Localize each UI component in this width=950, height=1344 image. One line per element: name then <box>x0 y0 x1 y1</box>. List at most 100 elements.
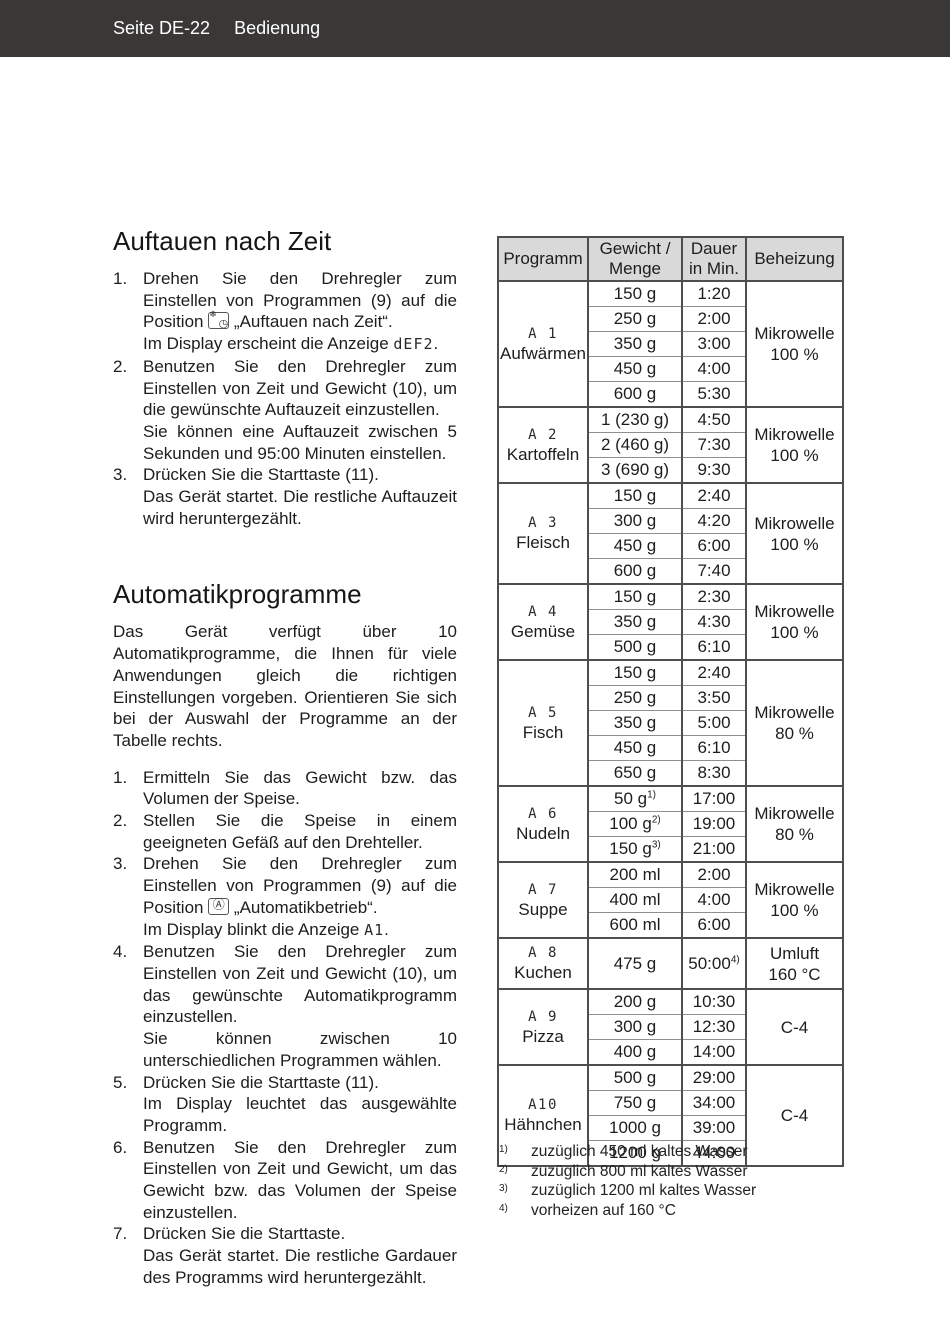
heating-cell: Mikrowelle 100 % <box>745 281 843 408</box>
heating-cell: Mikrowelle 100 % <box>745 584 843 661</box>
column-header-line: Dauer <box>690 239 738 258</box>
chapter-label: Bedienung <box>234 18 321 38</box>
program-cell: A 5 Fisch <box>498 660 589 787</box>
footnote-marker: 2) <box>499 1163 508 1175</box>
weight-cell: 1000 g <box>588 1115 682 1141</box>
program-cell: A 4 Gemüse <box>498 584 589 661</box>
text-run: Drehen Sie den Drehregler zum Einstellen… <box>143 269 457 332</box>
text-run: Das Gerät startet. Die restliche Gardaue… <box>143 1246 457 1287</box>
list-item-text: Ermitteln Sie das Gewicht bzw. das Volum… <box>143 767 457 810</box>
program-cell: A 8 Kuchen <box>498 938 589 990</box>
weight-cell: 450 g <box>588 735 682 761</box>
table-row: 500 g 6:10 <box>498 634 843 661</box>
table-row: 300 g 12:30 <box>498 1014 843 1040</box>
duration-cell: 3:50 <box>681 685 746 711</box>
text-run: Im Display erscheint die Anzeige <box>143 334 394 354</box>
list-item: 1. Drehen Sie den Drehregler zum Einstell… <box>113 268 457 356</box>
weight-cell: 2 (460 g) <box>588 432 682 458</box>
column-header-line: Programm <box>503 249 583 268</box>
heating-line: Umluft <box>769 943 820 963</box>
duration-cell: 21:00 <box>681 836 746 863</box>
program-table: Programm Gewicht / Menge Dauer in Min. Beheiz… <box>497 236 844 1167</box>
duration-cell: 5:00 <box>681 710 746 736</box>
footnote-marker: 4) <box>499 1202 508 1214</box>
list-item-paragraph: Benutzen Sie den Drehregler zum Einstell… <box>143 941 457 1028</box>
heating-line: 160 °C <box>768 964 821 984</box>
table-row: A 3 Fleisch 150 g 2:40 Mikrowelle 100 % <box>498 483 843 585</box>
section-title-auftauen: Auftauen nach Zeit <box>113 226 332 256</box>
program-cell: A 1 Aufwärmen <box>498 281 589 408</box>
text-run: Sie können zwischen 10 unterschiedlichen… <box>143 1029 457 1070</box>
list-item: 7. Drücken Sie die Starttaste. Das Gerät s… <box>113 1223 457 1288</box>
table-row: 450 g 4:00 <box>498 356 843 382</box>
table-row: A 4 Gemüse 150 g 2:30 Mikrowelle 100 % <box>498 584 843 661</box>
heating-line: 100 % <box>770 446 819 465</box>
program-code: A 6 <box>528 805 558 822</box>
heating-line: Mikrowelle <box>754 804 835 823</box>
weight-cell: 150 g <box>588 483 682 509</box>
list-item-paragraph: Benutzen Sie den Drehregler zum Einstell… <box>143 356 457 421</box>
list-item-number: 7. <box>113 1224 128 1244</box>
heating-line: 100 % <box>770 534 819 554</box>
table-row: A 1 Aufwärmen 150 g 1:20 Mikrowelle 100 % <box>498 281 843 408</box>
weight-cell: 400 g <box>588 1039 682 1066</box>
duration-cell: 19:00 <box>681 811 746 837</box>
text-run: Im Display leuchtet das ausgewählte Prog… <box>143 1094 457 1135</box>
text-column: Auftauen nach Zeit 1. Drehen Sie den Dreh… <box>113 226 457 1289</box>
duration-cell: 6:10 <box>681 735 746 761</box>
footnote-item: 3) zuzüglich 1200 ml kaltes Wasser <box>499 1181 859 1201</box>
duration-cell: 14:00 <box>681 1039 746 1066</box>
footnote-text: vorheizen auf 160 °C <box>531 1201 676 1219</box>
list-item-paragraph: Drücken Sie die Starttaste (11). <box>143 464 457 486</box>
lcd-display-text: A1 <box>364 920 385 939</box>
table-row: 250 g 3:50 <box>498 685 843 711</box>
weight-cell: 475 g <box>588 938 682 990</box>
list-item-number: 2. <box>113 811 128 831</box>
weight-cell: 600 g <box>588 558 682 585</box>
table-row: 600 g 5:30 <box>498 381 843 408</box>
heating-line: 100 % <box>770 623 819 642</box>
duration-cell: 2:40 <box>681 483 746 509</box>
table-row: 100 g2) 19:00 <box>498 811 843 837</box>
text-run: Das Gerät startet. Die restliche Auftauz… <box>143 487 457 528</box>
heating-line: C-4 <box>780 1017 809 1037</box>
duration-cell: 6:00 <box>681 912 746 939</box>
list-item-number: 2. <box>113 356 128 376</box>
footnote-item: 4) vorheizen auf 160 °C <box>499 1201 859 1221</box>
column-header-line: Gewicht / <box>599 239 671 258</box>
list-item-text: Stellen Sie die Speise in einem geeignet… <box>143 810 457 853</box>
footnote-marker: 1) <box>499 1144 508 1155</box>
list-item: 1. Ermitteln Sie das Gewicht bzw. das Vol… <box>113 767 457 810</box>
table-row: 750 g 34:00 <box>498 1090 843 1116</box>
heating-line: 80 % <box>775 825 814 844</box>
text-run: Sie können eine Auftauzeit zwischen 5 Se… <box>143 421 457 463</box>
footnotes: 1) zuzüglich 450 ml kaltes Wasser 2) zuzügl… <box>499 1142 859 1220</box>
list-item-text: Benutzen Sie den Drehregler zum Einstell… <box>143 1137 457 1224</box>
program-name: Gemüse <box>510 621 576 641</box>
text-run: Ermitteln Sie das Gewicht bzw. das Volum… <box>143 767 457 809</box>
program-code: A 1 <box>528 325 558 342</box>
heating-cell: Mikrowelle 100 % <box>745 862 843 939</box>
page-header-bar: Seite DE-22 Bedienung <box>0 0 950 57</box>
list-item-text: Drehen Sie den Drehregler zum Einstellen… <box>143 268 457 356</box>
column-header: Dauer in Min. <box>681 237 746 282</box>
table-row: 400 g 14:00 <box>498 1039 843 1066</box>
duration-cell: 2:00 <box>681 306 746 332</box>
auto-program-icon: Ⓐ <box>208 897 230 915</box>
program-name: Kartoffeln <box>506 444 580 464</box>
duration-cell: 4:50 <box>681 407 746 433</box>
weight-cell: 600 g <box>588 381 682 408</box>
duration-cell: 2:40 <box>681 660 746 686</box>
list-item-paragraph: Drücken Sie die Starttaste. <box>143 1223 457 1245</box>
heating-cell: Umluft 160 °C <box>745 938 843 990</box>
list-item-paragraph: Im Display leuchtet das ausgewählte Prog… <box>143 1093 457 1136</box>
list-item: 2. Stellen Sie die Speise in einem geeign… <box>113 810 457 853</box>
duration-cell: 17:00 <box>681 786 746 812</box>
list-item-paragraph: Stellen Sie die Speise in einem geeignet… <box>143 810 457 853</box>
program-cell: A 9 Pizza <box>498 989 589 1066</box>
program-cell: A 2 Kartoffeln <box>498 407 589 484</box>
table-row: 150 g3) 21:00 <box>498 836 843 863</box>
column-header-line: Beheizung <box>754 249 835 268</box>
section-title-automatik: Automatikprogramme <box>113 579 362 610</box>
heating-cell: C-4 <box>745 1065 843 1167</box>
